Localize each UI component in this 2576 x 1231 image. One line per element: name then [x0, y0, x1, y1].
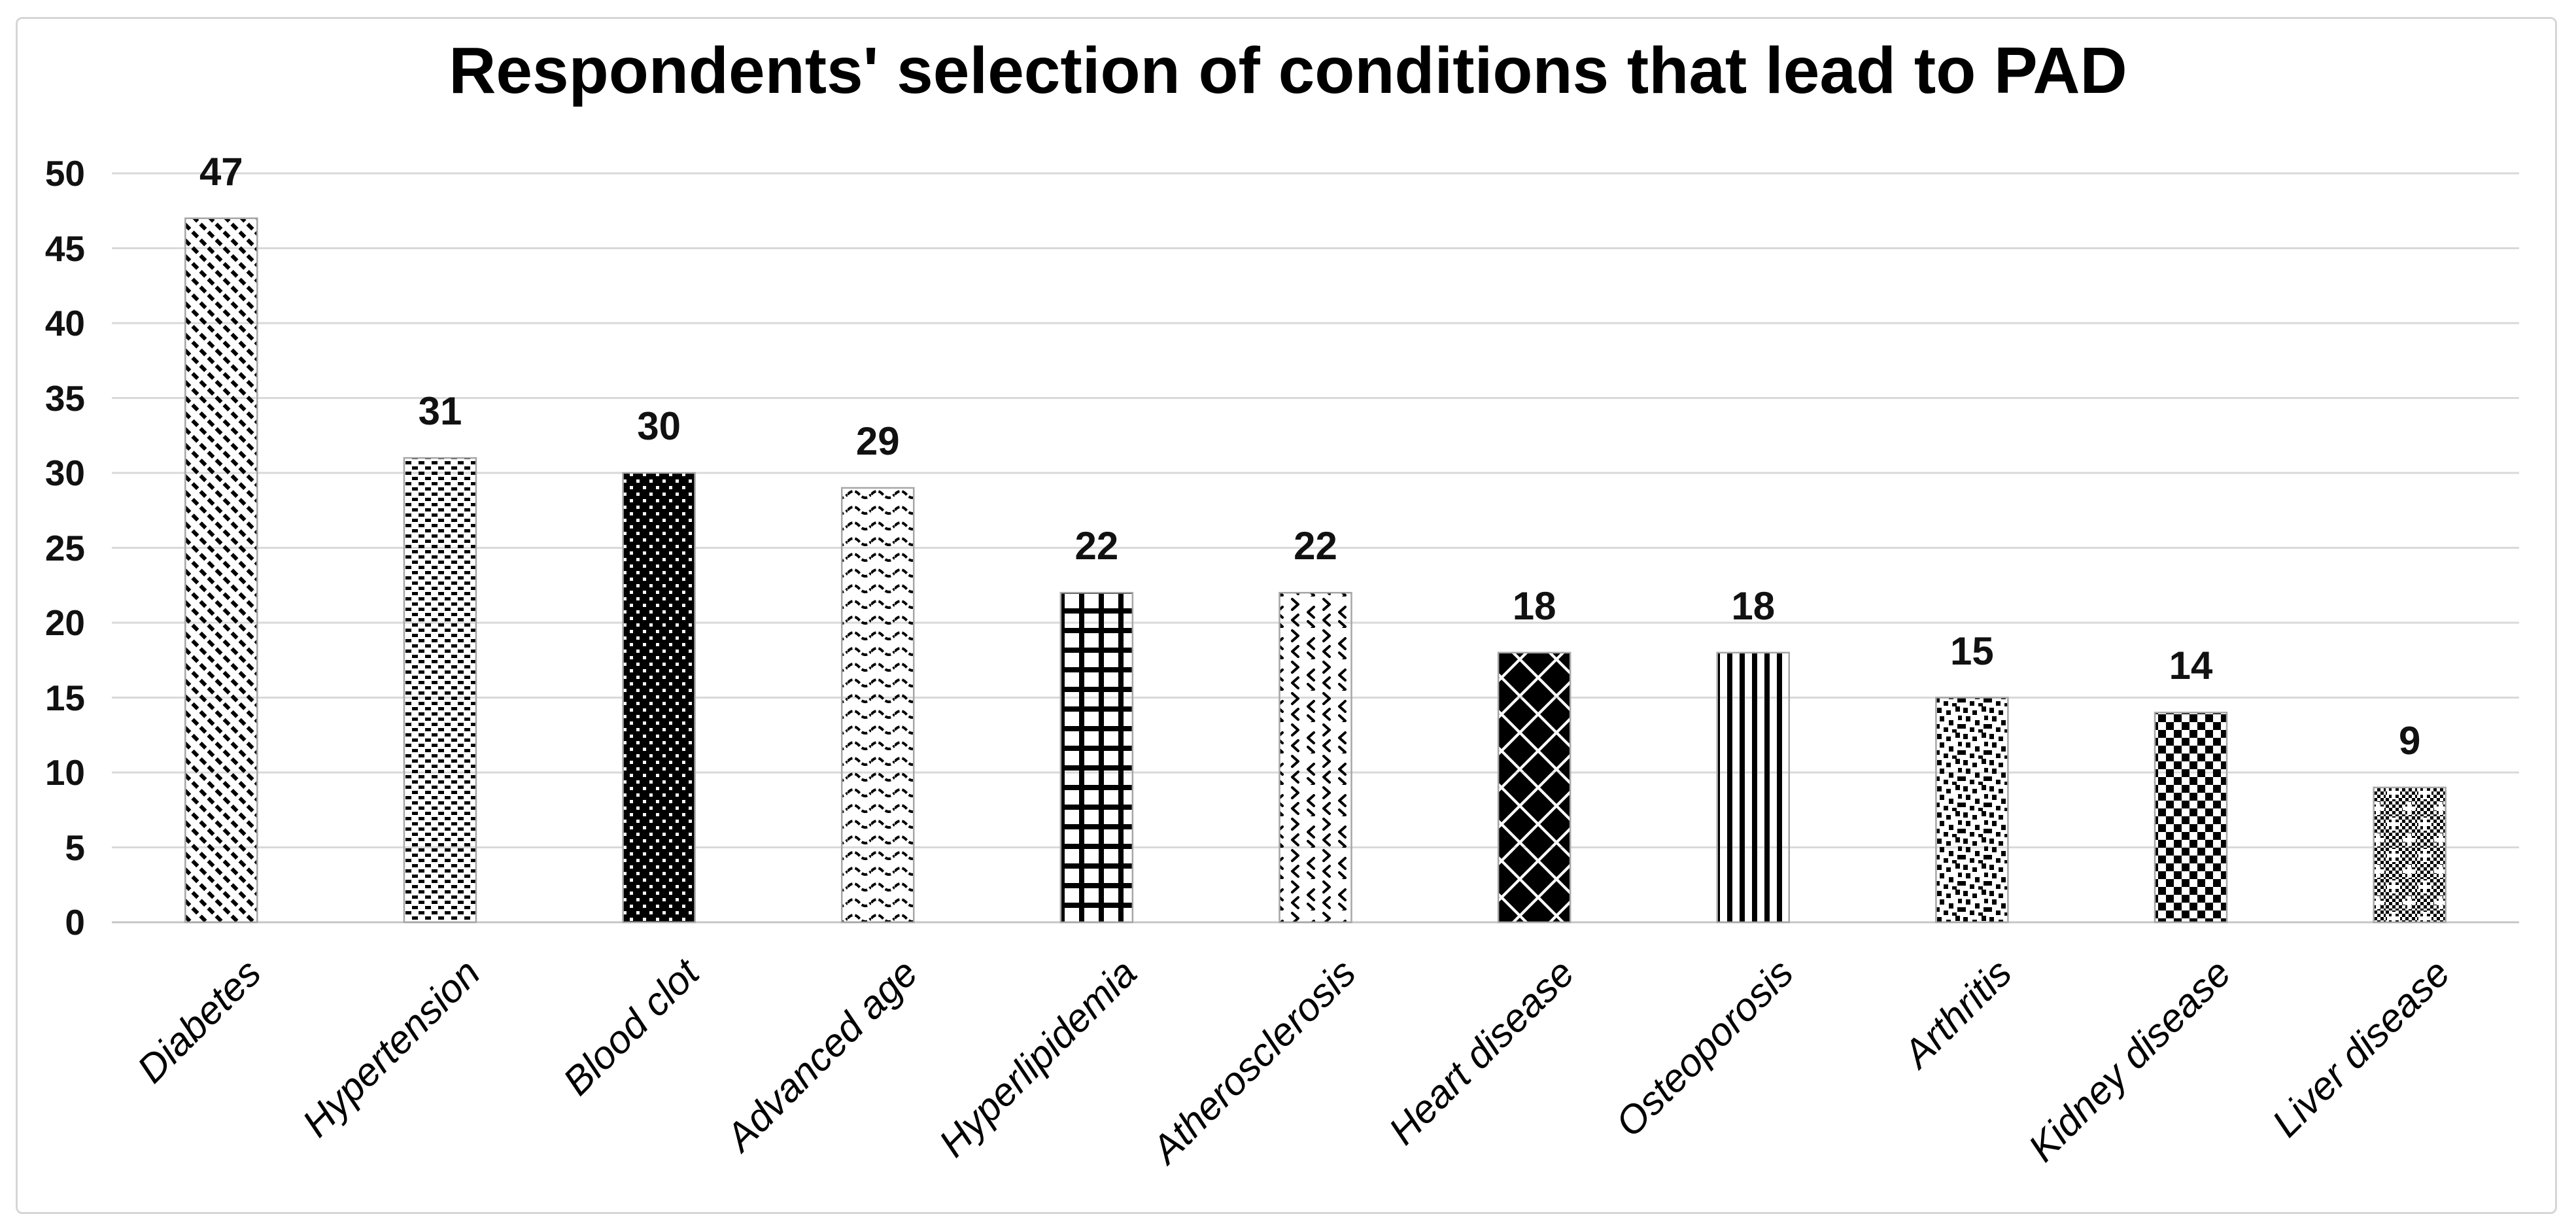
y-axis-tick-label: 35 [44, 377, 85, 419]
y-axis-tick-label: 30 [44, 453, 85, 493]
y-axis-tick-label: 40 [44, 303, 85, 343]
bar-value-label: 14 [2169, 644, 2213, 688]
y-axis-tick-label: 25 [44, 527, 85, 568]
bar-blood-clot [622, 472, 696, 924]
chart-title: Respondents' selection of conditions tha… [449, 34, 2127, 107]
bar-value-label: 18 [1512, 583, 1556, 628]
bar-heart-disease [1497, 651, 1571, 924]
bar-hypertension [403, 457, 477, 924]
bar-atherosclerosis [1279, 591, 1352, 924]
bar-osteoporosis [1716, 651, 1791, 924]
bar-value-label: 15 [1950, 629, 1994, 673]
bar-value-label: 31 [418, 389, 462, 434]
y-axis-tick-label: 10 [44, 752, 85, 793]
y-axis-tick-label: 0 [65, 902, 85, 943]
y-axis-tick-label: 15 [44, 677, 85, 718]
bar-advanced-age [840, 487, 915, 924]
bar-hyperlipidemia [1059, 591, 1134, 924]
bar-arthritis [1935, 697, 2009, 924]
bar-value-label: 22 [1294, 524, 1337, 568]
bar-value-label: 22 [1074, 524, 1119, 568]
bar-value-label: 30 [637, 404, 681, 448]
bar-value-label: 18 [1731, 583, 1776, 628]
bar-value-label: 29 [855, 419, 900, 463]
bar-value-label: 47 [199, 149, 243, 194]
bar-kidney-disease [2154, 712, 2228, 924]
bar-diabetes [184, 217, 258, 924]
bars-group [184, 217, 2447, 924]
y-axis-tick-label: 5 [65, 827, 85, 868]
gridlines-group [112, 172, 2519, 924]
y-axis-tick-label: 50 [44, 153, 85, 194]
bar-liver-disease [2373, 786, 2447, 924]
y-axis-tick-label: 20 [44, 602, 85, 643]
y-axis-tick-label: 45 [44, 228, 85, 269]
bar-value-label: 9 [2398, 718, 2421, 763]
